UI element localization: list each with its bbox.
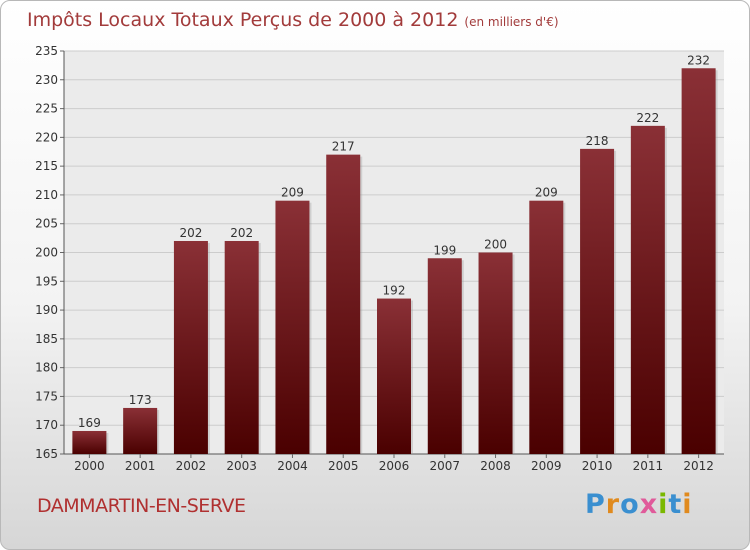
logo-letter: i (682, 489, 693, 520)
logo-letter: t (668, 489, 683, 520)
y-tick-label: 220 (35, 130, 58, 144)
bar (123, 407, 158, 454)
x-tick-label: 2012 (683, 459, 714, 473)
x-tick-label: 2000 (74, 459, 105, 473)
bar-value-label: 202 (230, 226, 253, 240)
bar-value-label: 199 (433, 243, 456, 257)
logo-letter: r (605, 489, 621, 520)
bar-value-label: 209 (535, 186, 558, 200)
x-tick-label: 2007 (429, 459, 460, 473)
bar-value-label: 217 (332, 140, 355, 154)
x-tick-label: 2010 (582, 459, 613, 473)
bar (72, 430, 107, 454)
x-tick-label: 2002 (176, 459, 207, 473)
x-tick-label: 2001 (125, 459, 156, 473)
bar-value-label: 209 (281, 186, 304, 200)
y-tick-label: 190 (35, 303, 58, 317)
logo-letter: x (639, 489, 659, 520)
y-tick-label: 230 (35, 73, 58, 87)
bar-value-label: 232 (687, 53, 710, 67)
commune-name: DAMMARTIN-EN-SERVE (37, 495, 246, 517)
logo-letter: P (585, 489, 606, 520)
y-tick-label: 175 (35, 389, 58, 403)
y-tick-label: 185 (35, 332, 58, 346)
bar (275, 200, 310, 454)
y-tick-label: 195 (35, 274, 58, 288)
y-tick-label: 165 (35, 447, 58, 461)
bar (681, 68, 716, 455)
bar-value-label: 202 (179, 226, 202, 240)
bars (72, 68, 718, 455)
y-tick-label: 170 (35, 418, 58, 432)
bar (630, 125, 665, 454)
y-tick-label: 200 (35, 246, 58, 260)
labels: 165 170 175 180 185 190 195 200 205 210 215 220 225 2… (35, 44, 714, 473)
chart-title: Impôts Locaux Totaux Perçus de 2000 à 20… (27, 9, 559, 31)
chart-title-text: Impôts Locaux Totaux Perçus de 2000 à 20… (27, 9, 459, 31)
bar (326, 154, 361, 454)
x-tick-label: 2005 (328, 459, 359, 473)
bar-value-label: 218 (586, 134, 609, 148)
bar-value-label: 192 (383, 284, 406, 298)
bar-value-label: 222 (636, 111, 659, 125)
y-tick-label: 205 (35, 217, 58, 231)
bar-value-label: 173 (129, 393, 152, 407)
y-tick-label: 225 (35, 102, 58, 116)
bar (224, 240, 259, 454)
y-tick-label: 180 (35, 361, 58, 375)
x-tick-label: 2008 (480, 459, 511, 473)
bar (427, 258, 462, 454)
logo-letter: o (620, 489, 640, 520)
chart-subtitle: (en milliers d'€) (464, 15, 559, 29)
bar (580, 148, 615, 454)
y-tick-label: 215 (35, 159, 58, 173)
x-tick-label: 2009 (531, 459, 562, 473)
x-tick-label: 2006 (379, 459, 410, 473)
bar (377, 298, 411, 454)
bar (478, 252, 513, 454)
x-tick-label: 2004 (277, 459, 308, 473)
y-tick-label: 210 (35, 188, 58, 202)
bar-value-label: 200 (484, 238, 507, 252)
x-tick-label: 2011 (633, 459, 664, 473)
x-tick-label: 2003 (226, 459, 257, 473)
logo-letter: i (658, 489, 669, 520)
y-tick-label: 235 (35, 44, 58, 58)
proxiti-logo[interactable]: Proxiti (585, 489, 693, 520)
bar (529, 200, 564, 454)
bar-value-label: 169 (78, 416, 101, 430)
bar (173, 240, 208, 454)
